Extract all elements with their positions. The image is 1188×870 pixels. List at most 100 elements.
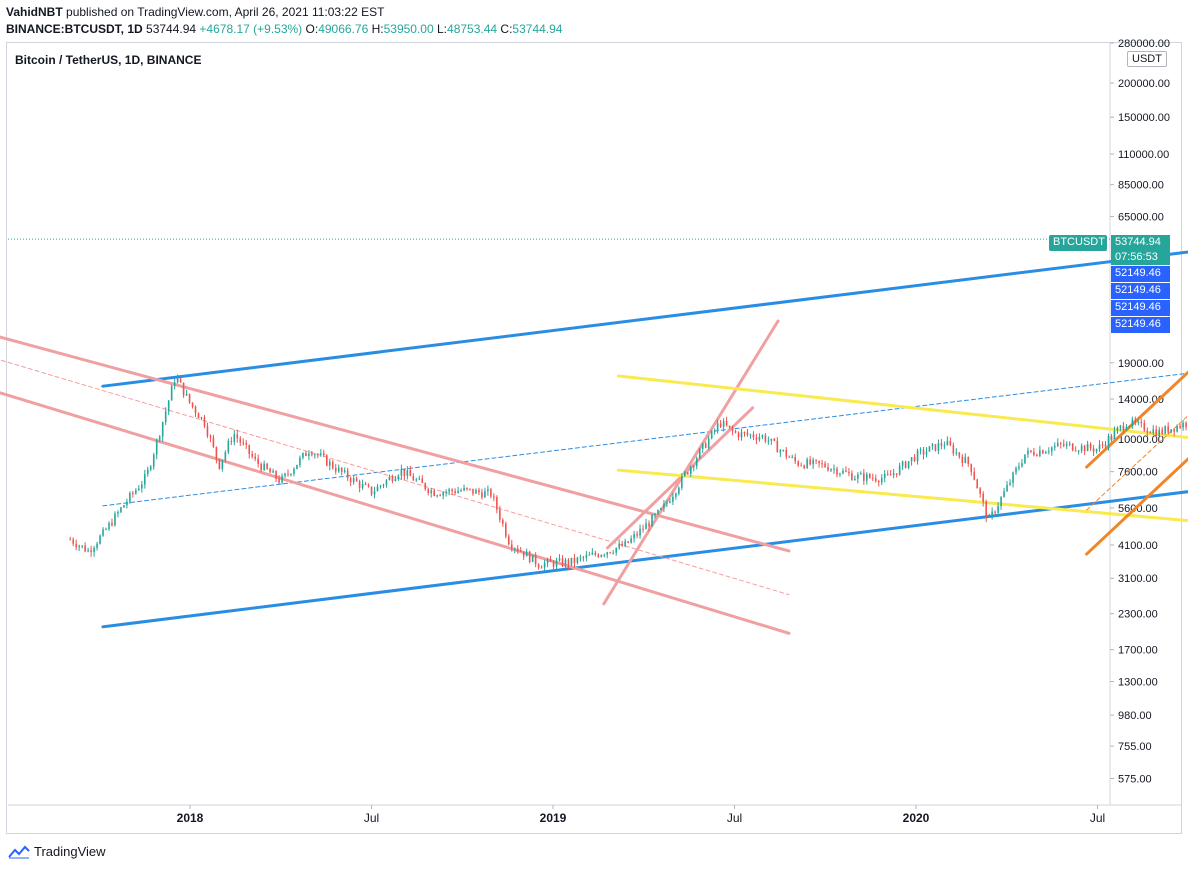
candle-body [692, 466, 695, 468]
candle-body [791, 456, 794, 458]
candle-body [576, 557, 579, 563]
candle-body [788, 456, 791, 458]
candle-body [654, 514, 656, 516]
candle-body [1056, 442, 1059, 446]
candle-body [913, 457, 916, 462]
orange-channel-mid [1086, 414, 1188, 511]
candle-body [540, 567, 543, 569]
y-tick-label: 65000.00 [1118, 212, 1164, 224]
candle-body [758, 437, 761, 440]
candle-body [367, 484, 370, 487]
candle-body [376, 486, 379, 492]
candle-body [1125, 427, 1128, 430]
candle-body [695, 458, 698, 467]
candle-body [355, 478, 358, 482]
candle-body [129, 492, 131, 502]
candle-body [87, 550, 89, 552]
candle-body [1137, 421, 1140, 423]
candle-body [618, 543, 620, 548]
candle-body [442, 492, 444, 496]
candle-body [296, 464, 298, 470]
tradingview-logo-icon [8, 845, 30, 858]
candle-body [400, 469, 403, 476]
candle-body [1092, 448, 1095, 452]
candle-body [1068, 443, 1071, 445]
candle-body [218, 459, 221, 469]
candle-body [1062, 443, 1065, 446]
candle-body [678, 487, 680, 494]
candle-body [579, 557, 582, 559]
x-tick-label: 2018 [177, 811, 204, 825]
yellow-channel-lower [616, 468, 1188, 523]
candle-body [120, 507, 122, 513]
candle-body [513, 548, 516, 550]
y-tick-label: 19000.00 [1118, 358, 1164, 370]
candle-body [1104, 444, 1107, 447]
candle-body [325, 455, 328, 466]
candle-body [1006, 484, 1008, 492]
ohlc-line: BINANCE:BTCUSDT, 1D 53744.94 +4678.17 (+… [6, 22, 562, 36]
candle-body [161, 422, 164, 437]
candle-body [967, 457, 970, 464]
candle-body [1107, 436, 1110, 447]
y-tick-label: 980.00 [1118, 710, 1152, 722]
candle-body [710, 430, 713, 439]
candle-body [1146, 430, 1149, 433]
candle-body [340, 467, 343, 472]
candle-body [949, 440, 952, 446]
pink-channel-mid [0, 359, 790, 596]
currency-unit-badge[interactable]: USDT [1127, 51, 1167, 67]
candle-body [651, 515, 653, 527]
candle-body [687, 472, 689, 474]
candle-body [797, 461, 799, 466]
candle-body [1185, 422, 1187, 427]
blue-lower-trendline [101, 490, 1188, 629]
candle-body [487, 489, 489, 492]
candle-body [352, 478, 355, 483]
candle-body [621, 543, 623, 547]
candle-body [740, 432, 743, 438]
candle-body [433, 490, 436, 496]
high-value: 53950.00 [383, 22, 434, 36]
candle-body [630, 538, 632, 543]
candle-body [794, 456, 797, 462]
ticker-label: BTCUSDT [1049, 235, 1107, 251]
candle-body [141, 484, 143, 489]
candle-body [1131, 419, 1134, 426]
candle-body [361, 483, 364, 488]
candle-body [373, 491, 376, 495]
candle-body [311, 453, 313, 456]
candle-body [522, 551, 525, 557]
candle-body [1053, 445, 1056, 448]
x-tick-label: Jul [1090, 811, 1105, 825]
candle-body [281, 476, 283, 483]
candle-body [737, 432, 740, 438]
candle-body [287, 473, 289, 475]
x-tick-label: Jul [364, 811, 379, 825]
candle-body [320, 453, 322, 456]
pink-channel-lower [0, 391, 791, 635]
candle-body [478, 489, 480, 493]
candle-body [1030, 450, 1032, 452]
candle-body [328, 461, 331, 466]
footer-brand[interactable]: TradingView [8, 844, 106, 859]
candle-body [552, 561, 555, 567]
candle-body [451, 489, 453, 492]
candle-body [1071, 443, 1074, 451]
low-label: L: [437, 22, 448, 36]
level-label-2: 52149.46 [1111, 283, 1170, 299]
candle-body [263, 463, 265, 471]
candle-body [830, 469, 832, 471]
publisher-name[interactable]: VahidNBT [6, 5, 63, 19]
candle-body [185, 393, 188, 396]
candle-body [1051, 447, 1053, 452]
candle-body [135, 490, 137, 494]
candle-body [776, 440, 779, 453]
candle-body [866, 474, 868, 481]
candle-body [564, 559, 567, 566]
candle-body [660, 508, 662, 510]
candle-body [907, 461, 910, 468]
candle-body [364, 483, 367, 485]
candle-body [982, 493, 984, 502]
